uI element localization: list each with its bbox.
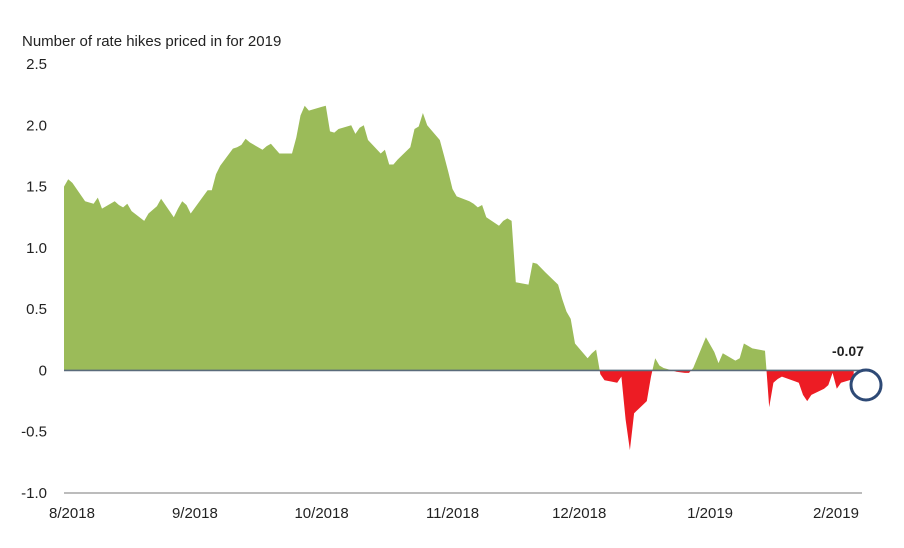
y-axis-title: Number of rate hikes priced in for 2019	[22, 33, 281, 50]
y-tick-label: -1.0	[21, 485, 47, 502]
x-tick-labels: 8/2018 9/2018 10/2018 11/2018 12/2018 1/2019 2…	[49, 505, 859, 522]
y-tick-label: 2.5	[26, 56, 47, 73]
axis-layer	[64, 369, 862, 494]
last-value-label: -0.07	[832, 343, 864, 359]
area-layer	[64, 105, 854, 451]
highlight-circle	[849, 368, 883, 402]
y-tick-labels: 2.5 2.0 1.5 1.0 0.5 0 -0.5 -1.0	[21, 56, 47, 502]
y-tick-label: 0.5	[26, 301, 47, 318]
x-tick-label: 2/2019	[813, 505, 859, 522]
x-tick-label: 8/2018	[49, 505, 95, 522]
x-tick-label: 12/2018	[552, 505, 606, 522]
y-tick-label: 1.5	[26, 179, 47, 196]
negative-area	[64, 370, 854, 451]
annotation-layer: -0.07	[832, 343, 883, 402]
y-tick-label: 2.0	[26, 117, 47, 134]
positive-area	[64, 105, 854, 371]
y-tick-label: -0.5	[21, 424, 47, 441]
x-tick-label: 10/2018	[294, 505, 348, 522]
x-tick-label: 9/2018	[172, 505, 218, 522]
y-tick-label: 1.0	[26, 240, 47, 257]
x-tick-label: 1/2019	[687, 505, 733, 522]
x-tick-label: 11/2018	[426, 505, 479, 522]
y-tick-label: 0	[39, 362, 47, 379]
